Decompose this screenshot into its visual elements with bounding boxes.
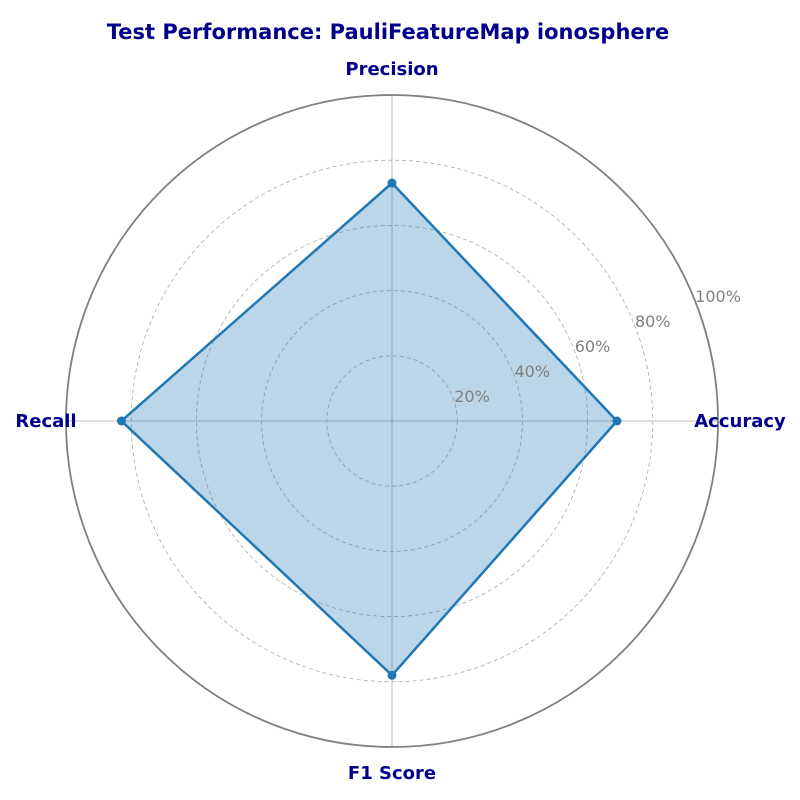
tick-label-1: 20% — [454, 387, 490, 406]
grid-ring-3 — [195, 224, 589, 618]
data-point-accuracy — [612, 416, 622, 426]
axis-label-recall: Recall — [15, 411, 76, 432]
tick-label-5: 100% — [695, 287, 741, 306]
tick-label-3: 60% — [575, 337, 611, 356]
chart-title: Test Performance: PauliFeatureMap ionosp… — [107, 20, 670, 44]
data-point-precision — [387, 178, 397, 188]
tick-label-2: 40% — [514, 362, 550, 381]
grid — [65, 94, 719, 748]
grid-ring-2 — [261, 290, 523, 552]
axis-label-precision: Precision — [345, 59, 438, 80]
radial-tick-labels: 20% 40% 60% 80% 100% — [454, 287, 741, 406]
outer-ring — [65, 94, 719, 748]
grid-ring-1 — [326, 355, 458, 487]
grid-ring-4 — [130, 159, 654, 683]
series-area — [121, 183, 617, 676]
axis-label-f1-score: F1 Score — [348, 763, 436, 784]
data-point-recall — [116, 416, 126, 426]
tick-label-4: 80% — [635, 312, 671, 331]
series-layer — [116, 178, 622, 680]
axis-labels: Accuracy Precision Recall F1 Score — [15, 59, 786, 784]
axis-label-accuracy: Accuracy — [694, 411, 786, 432]
data-point-f1-score — [387, 670, 397, 680]
